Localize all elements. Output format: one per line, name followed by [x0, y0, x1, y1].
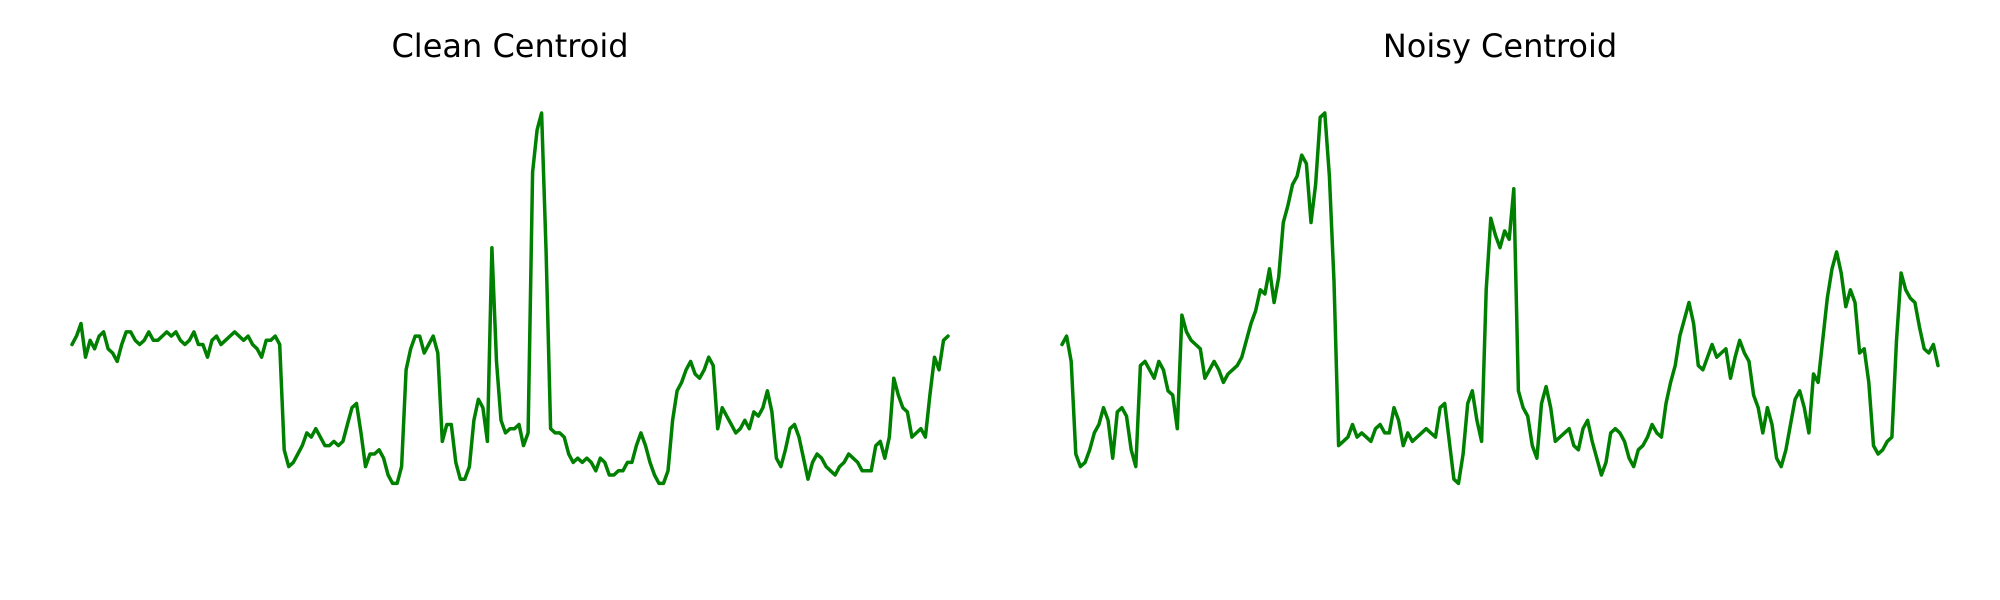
clean-centroid-panel: Clean Centroid	[70, 27, 950, 486]
chart-title: Noisy Centroid	[1383, 27, 1617, 65]
series-group	[70, 111, 950, 486]
series-line	[1060, 111, 1940, 486]
series-group	[1060, 111, 1940, 486]
noisy-centroid-panel: Noisy Centroid	[1060, 27, 1940, 486]
chart-title: Clean Centroid	[391, 27, 628, 65]
series-line	[70, 111, 950, 486]
